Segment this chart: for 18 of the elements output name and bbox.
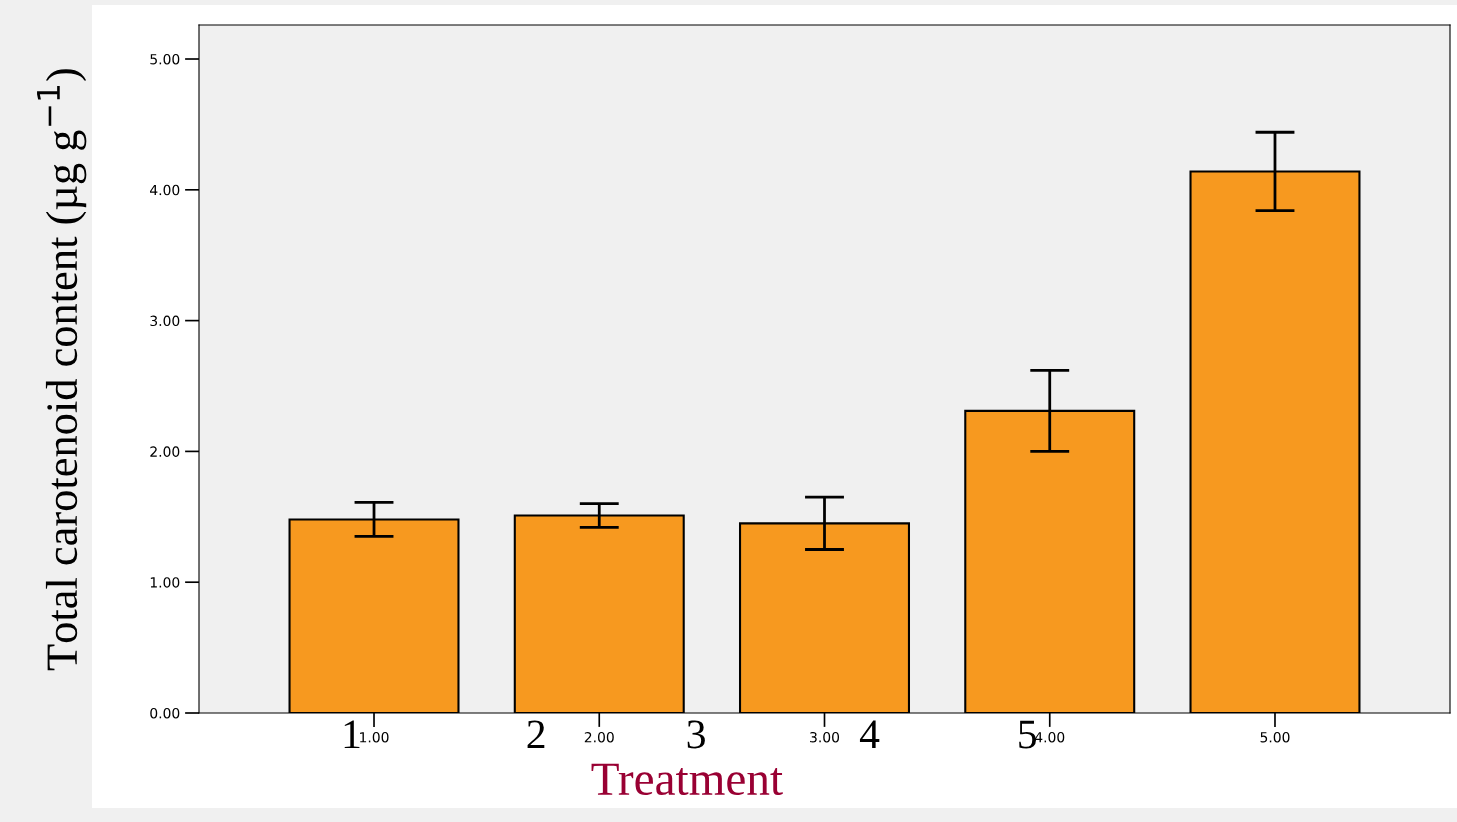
text: 2 (527, 720, 545, 749)
x-tick-label: 5.00 (1260, 732, 1290, 743)
y-tick-label: 0.00 (150, 707, 180, 719)
y-tick-label: 2.00 (150, 446, 180, 457)
text: 4 (859, 720, 880, 749)
y-tick-label: 3.00 (150, 315, 180, 327)
y-tick-label: 1.00 (150, 577, 180, 588)
x-tick-label: 1.00 (360, 732, 389, 743)
x-tick-label: 4.00 (1034, 732, 1065, 743)
y-tick-label: 5.00 (150, 53, 180, 65)
y-axis-title: Total carotenoid content (µg g$^{−1}$) (37, 69, 87, 671)
text: 5 (1019, 720, 1037, 749)
text: 1 (344, 720, 360, 749)
x-tick-label: 3.00 (810, 732, 840, 743)
text: 3 (687, 720, 705, 749)
x-axis-title: Treatment (591, 763, 783, 796)
x-tick-label: 2.00 (584, 732, 614, 743)
y-tick-label: 4.00 (150, 184, 180, 196)
